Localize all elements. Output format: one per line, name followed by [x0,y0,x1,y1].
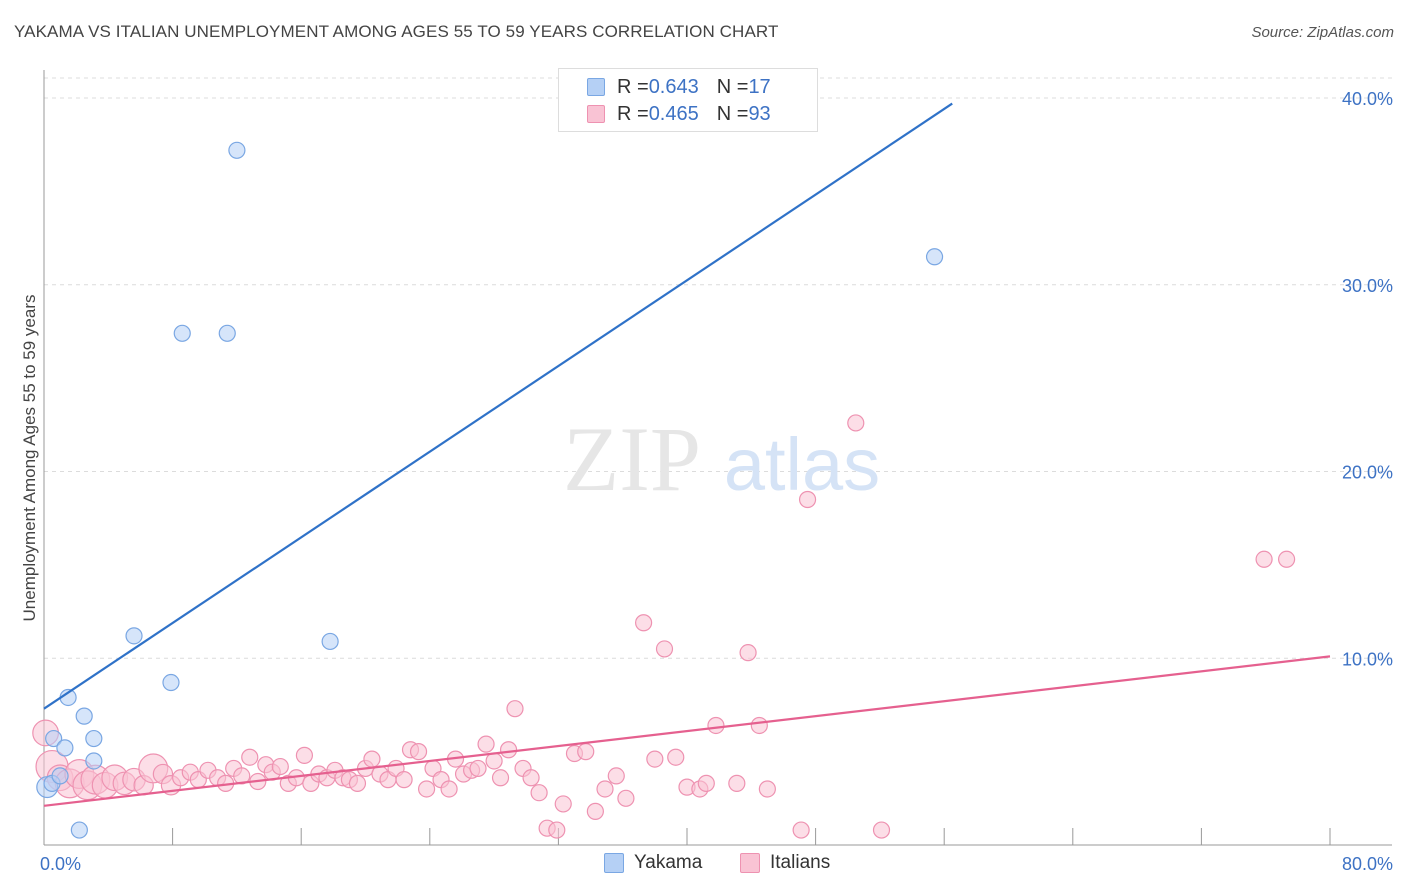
r-value: 0.643 [648,75,699,98]
italians-point [847,414,865,432]
italians-point [295,746,314,764]
yakama-point [51,767,69,785]
italians-point [477,735,495,753]
italians-point [522,769,540,787]
y-tick-label: 10.0% [1342,649,1393,669]
yakama-swatch [587,78,605,96]
italians-point [548,821,566,839]
yakama-legend-label: Yakama [634,852,703,873]
yakama-point [173,324,191,342]
r-value: 0.465 [648,102,699,125]
italians-legend-swatch [740,853,760,873]
italians-point [499,741,518,759]
italians-point [1277,550,1296,568]
n-value: 17 [748,75,771,98]
italians-point [655,640,674,658]
italians-point [758,780,776,798]
italians-point [271,757,289,776]
italians-points [32,414,1296,839]
r-label: R = [617,75,649,98]
x-tick-label: 0.0% [40,854,81,874]
r-label: R = [617,102,649,125]
italians-point [469,759,487,778]
italians-point [241,748,259,766]
chart-title: YAKAMA VS ITALIAN UNEMPLOYMENT AMONG AGE… [14,22,779,41]
italians-point [530,784,548,802]
yakama-point [218,324,236,342]
y-tick-label: 30.0% [1342,276,1393,296]
italians-point [707,716,725,735]
tick-labels: 10.0% 20.0% 30.0% 40.0% 0.0% 80.0% [40,89,1393,874]
watermark-atlas: atlas [724,423,880,506]
trendlines [43,102,1331,807]
italians-point [506,700,524,718]
italians-point [395,771,413,789]
y-tick-label: 40.0% [1342,89,1393,109]
italians-point [440,780,458,798]
yakama-point [85,729,103,748]
italians-point [409,743,428,761]
italians-point [792,821,810,839]
yakama-point [228,141,246,159]
italians-legend-label: Italians [770,852,831,873]
yakama-point [56,739,74,757]
italians-point [363,750,381,768]
x-tick-label: 80.0% [1342,854,1393,874]
italians-trendline [43,655,1331,807]
italians-point [417,780,436,798]
y-tick-label: 20.0% [1342,463,1393,483]
italians-point [577,743,595,761]
italians-point [750,716,768,735]
y-axis-label: Unemployment Among Ages 55 to 59 years [20,294,39,622]
italians-point [617,789,635,807]
axes [43,70,1392,846]
yakama-point [75,707,93,725]
stats-legend-yakama: R = 0.643 N = 17 [587,74,771,100]
italians-point [728,774,746,792]
italians-point [348,774,367,792]
italians-point [491,769,510,787]
italians-point [739,644,757,662]
italians-point [872,821,891,839]
italians-point [634,614,653,632]
yakama-point [85,752,103,770]
legend-item-italians: Italians [740,852,830,874]
yakama-trendline [43,102,953,710]
n-label: N = [716,102,749,125]
italians-point [586,802,604,820]
watermark: ZIP atlas [563,408,880,510]
italians-swatch [587,105,605,123]
source-label: Source: ZipAtlas.com [1251,24,1394,41]
yakama-points [36,141,944,839]
italians-point [1255,550,1273,568]
italians-point [554,795,572,813]
italians-point [596,780,614,798]
yakama-point [321,632,339,651]
italians-point [607,767,625,785]
italians-point [697,774,715,792]
n-value: 93 [748,102,771,125]
yakama-point [70,821,88,839]
italians-point [485,752,503,770]
yakama-point [45,729,63,748]
italians-point [646,750,664,768]
gridlines [44,77,1392,659]
yakama-legend-swatch [604,853,624,873]
yakama-point [125,627,143,645]
yakama-point [925,248,944,266]
legend-item-yakama: Yakama [604,852,702,874]
stats-legend: R = 0.643 N = 17 R = 0.465 N = 93 [558,68,818,132]
stats-legend-italians: R = 0.465 N = 93 [587,101,771,127]
yakama-point [162,673,180,692]
n-label: N = [716,75,749,98]
italians-point [798,490,817,509]
italians-point [667,748,685,766]
watermark-zip: ZIP [563,408,701,510]
